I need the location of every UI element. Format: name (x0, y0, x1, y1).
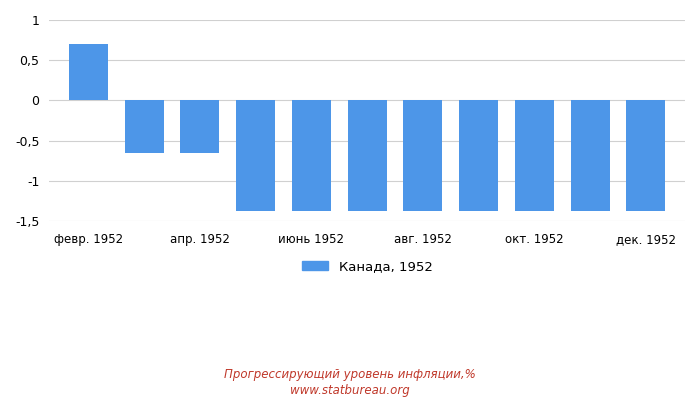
Bar (459, 100, 498, 210)
Bar (236, 100, 275, 210)
Bar (69, 44, 108, 100)
Bar (125, 100, 164, 153)
Bar (292, 100, 331, 210)
Bar (515, 100, 554, 210)
Bar (181, 100, 219, 153)
Text: www.statbureau.org: www.statbureau.org (290, 384, 410, 397)
Bar (570, 100, 610, 210)
Text: Прогрессирующий уровень инфляции,%: Прогрессирующий уровень инфляции,% (224, 368, 476, 381)
Legend: Канада, 1952: Канада, 1952 (296, 255, 438, 279)
Bar (348, 100, 386, 210)
Bar (626, 100, 666, 210)
Bar (403, 100, 442, 210)
